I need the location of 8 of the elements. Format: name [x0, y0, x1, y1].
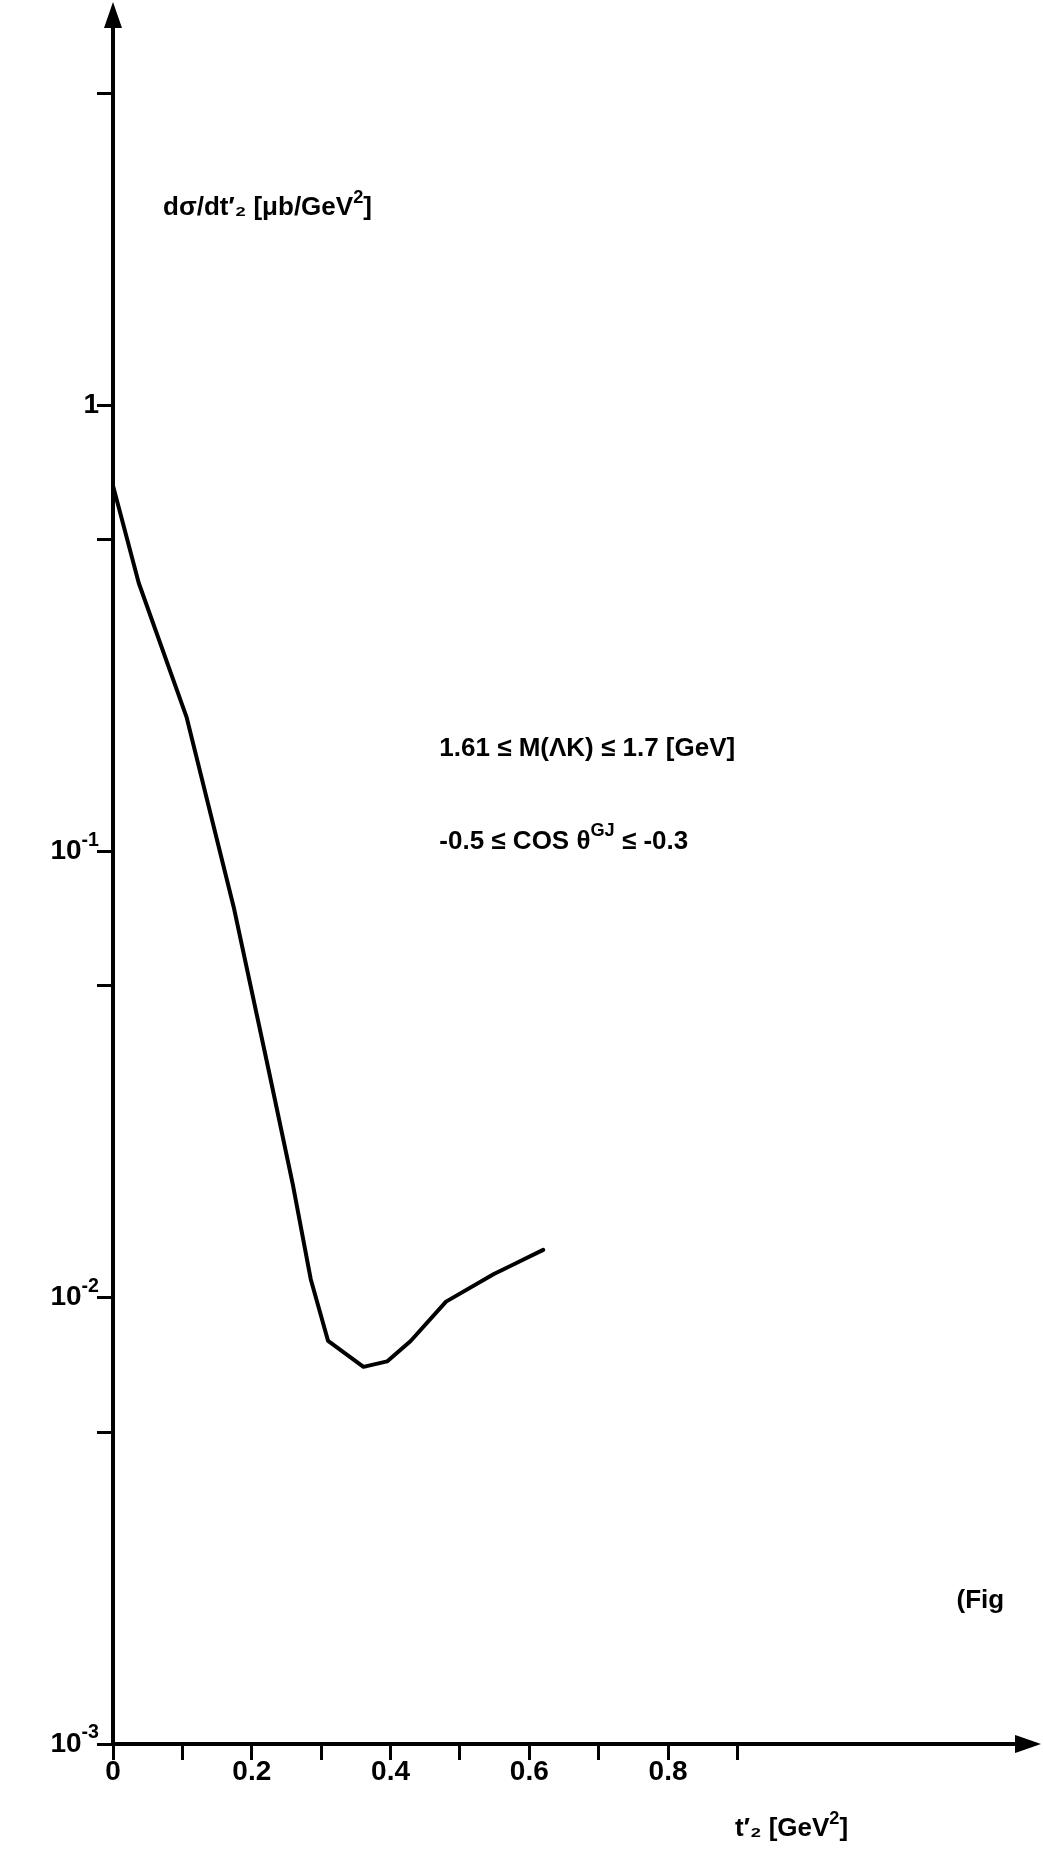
- y-tick-label: 1: [83, 387, 100, 419]
- x-tick-label: 0.6: [509, 1754, 549, 1786]
- x-tick-label: 0.2: [232, 1754, 272, 1786]
- x-tick-label: 0.8: [648, 1754, 688, 1786]
- annotation: (Fig: [956, 1583, 1005, 1614]
- x-tick-label: 0.4: [371, 1754, 411, 1786]
- x-tick-label: 0: [105, 1754, 121, 1786]
- annotation: 1.61 ≤ M(ΛK) ≤ 1.7 [GeV]: [439, 731, 736, 762]
